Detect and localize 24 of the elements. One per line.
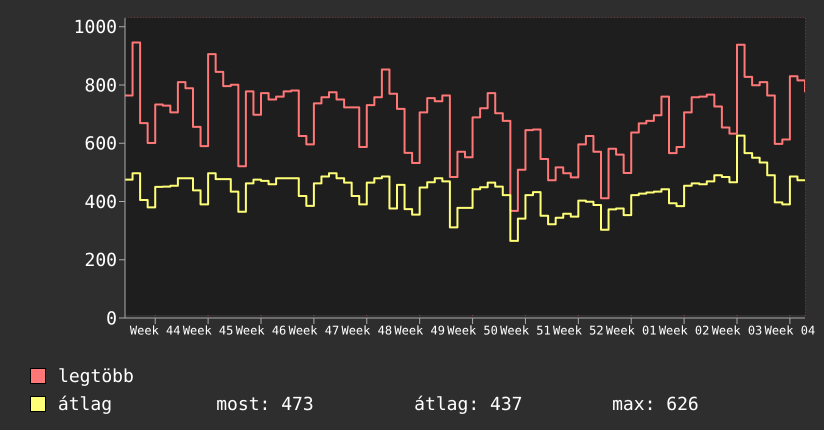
text: átlag: 437	[414, 394, 524, 414]
x-tick-label: Week 50	[447, 324, 498, 338]
x-tick-label: Week 49	[394, 324, 445, 338]
x-tick-label: Week 46	[236, 324, 286, 338]
y-tick-label: 800	[84, 75, 117, 96]
x-tick-label: Week 03	[712, 324, 762, 338]
x-tick-label: Week 47	[288, 324, 340, 338]
x-tick-label: Week 04	[764, 324, 816, 338]
x-tick-label: Week 45	[182, 324, 234, 338]
x-tick-label: Week 51	[500, 324, 551, 338]
legend-label: átlag	[58, 394, 114, 414]
x-tick-label: Week 02	[658, 324, 710, 338]
y-tick-label: 600	[84, 134, 117, 155]
y-tick-label: 400	[84, 192, 117, 213]
x-tick-label: Week 52	[553, 324, 604, 338]
text: most: 473	[216, 394, 315, 414]
y-tick-label: 0	[106, 308, 117, 330]
legend-label: legtöbb	[58, 366, 135, 386]
y-tick-label: 1000	[74, 17, 117, 38]
x-tick-label: Week 01	[606, 324, 657, 338]
text: max: 626	[612, 394, 700, 414]
x-tick-label: Week 44	[130, 324, 181, 338]
y-tick-label: 200	[84, 250, 117, 272]
x-tick-label: Week 48	[341, 324, 392, 338]
